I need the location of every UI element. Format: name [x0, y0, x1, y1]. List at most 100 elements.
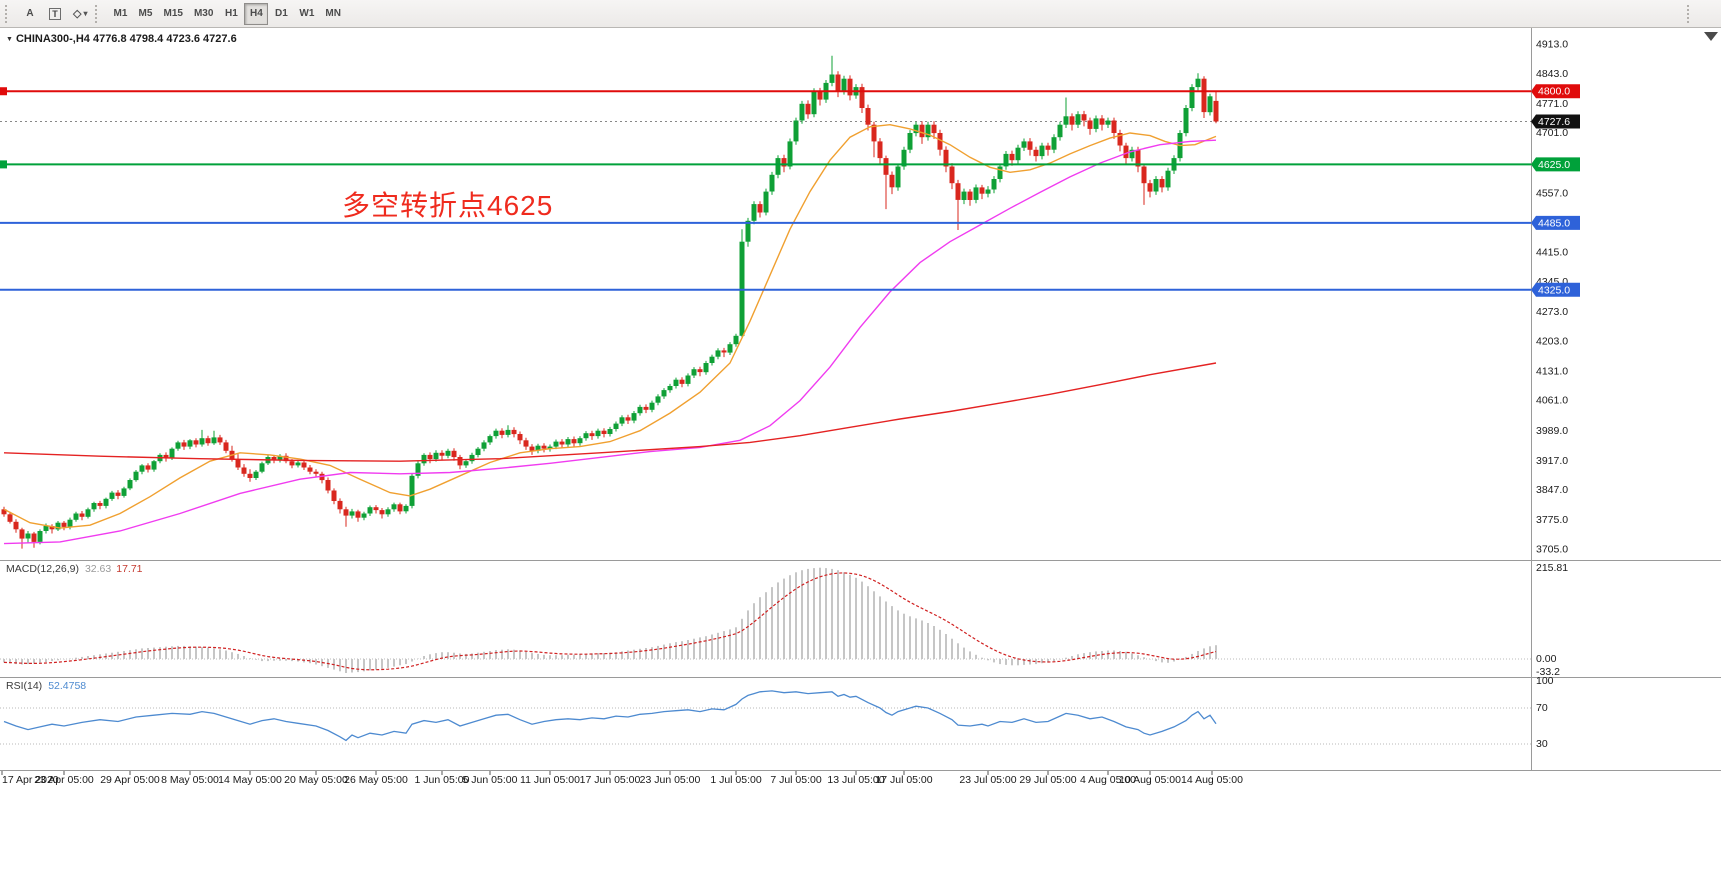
- rsi-axis-label: 30: [1536, 738, 1548, 750]
- candle-body: [1207, 96, 1213, 113]
- candle-body: [931, 124, 937, 134]
- candle-body: [901, 149, 907, 167]
- candle-body: [991, 179, 997, 190]
- price-axis-label: 3705.0: [1536, 544, 1568, 556]
- rsi-pane[interactable]: 100 70 30: [0, 675, 1554, 750]
- candle-body: [649, 402, 655, 410]
- candle-body: [493, 430, 499, 437]
- candle-body: [367, 507, 373, 514]
- text-label-icon: T: [49, 7, 61, 20]
- candle-body: [481, 442, 487, 449]
- font-tool-button[interactable]: A: [18, 3, 42, 25]
- candle-body: [139, 465, 145, 472]
- timeframe-d1-button[interactable]: D1: [269, 3, 293, 25]
- candle-body: [457, 457, 463, 466]
- candle-body: [169, 448, 175, 459]
- price-axis-label: 4415.0: [1536, 247, 1568, 259]
- candle-body: [505, 429, 511, 435]
- candle-body: [151, 461, 157, 470]
- hline-left-marker: [0, 160, 7, 169]
- candle-body: [1, 509, 7, 515]
- candle-body: [313, 471, 319, 474]
- candle-body: [793, 120, 799, 142]
- price-axis[interactable]: 4913.04843.04771.04701.04631.04557.04485…: [1531, 39, 1580, 556]
- candle-body: [523, 440, 529, 447]
- price-badge: [1531, 84, 1580, 99]
- candle-body: [547, 446, 553, 449]
- price-axis-label: 4131.0: [1536, 365, 1568, 377]
- price-axis-label: 4701.0: [1536, 127, 1568, 139]
- price-badge: [1531, 114, 1580, 129]
- time-axis-label: 23 Jul 05:00: [959, 774, 1016, 786]
- candle-body: [187, 440, 193, 447]
- timeframe-h4-button[interactable]: H4: [244, 2, 269, 25]
- candle-body: [541, 445, 547, 449]
- candle-body: [529, 446, 535, 451]
- symbol-title: ▼ CHINA300-,H4 4776.8 4798.4 4723.6 4727.…: [6, 33, 237, 45]
- candle-body: [241, 467, 247, 474]
- timeframe-h1-button[interactable]: H1: [219, 3, 243, 25]
- candle-body: [883, 158, 889, 175]
- timeframe-m5-button[interactable]: M5: [133, 3, 157, 25]
- candle-body: [283, 455, 289, 462]
- time-axis-label: 29 Jul 05:00: [1019, 774, 1076, 786]
- candle-body: [1075, 114, 1081, 125]
- candle-body: [571, 439, 577, 444]
- candle-body: [445, 450, 451, 456]
- candle-body: [463, 461, 469, 466]
- price-badge-label: 4800.0: [1538, 86, 1570, 98]
- toolbar-overflow-button[interactable]: [1700, 3, 1718, 25]
- time-axis-label: 5 Jun 05:00: [463, 774, 518, 786]
- candle-body: [1063, 116, 1069, 125]
- hline-left-marker: [0, 87, 7, 96]
- candle-body: [223, 442, 229, 451]
- candle-body: [913, 124, 919, 134]
- text-label-tool-button[interactable]: T: [43, 3, 67, 25]
- candle-body: [1069, 116, 1075, 125]
- time-axis-label: 17 Jun 05:00: [580, 774, 641, 786]
- timeframe-m15-button[interactable]: M15: [158, 3, 187, 25]
- candle-body: [385, 509, 391, 515]
- time-axis-label: 23 Jun 05:00: [640, 774, 701, 786]
- timeframe-mn-button[interactable]: MN: [320, 3, 346, 25]
- time-axis-label: 7 Jul 05:00: [770, 774, 822, 786]
- toolbar-grip[interactable]: [5, 4, 12, 23]
- candle-body: [973, 187, 979, 200]
- candle-body: [601, 430, 607, 434]
- candle-body: [109, 492, 115, 499]
- price-axis-label: 4203.0: [1536, 335, 1568, 347]
- macd-axis-label: 0.00: [1536, 653, 1557, 665]
- timeframe-m30-button[interactable]: M30: [189, 3, 218, 25]
- candle-body: [127, 480, 133, 489]
- price-axis-label: 3775.0: [1536, 514, 1568, 526]
- ma-mid-magenta-line: [3, 139, 1217, 545]
- candle-body: [685, 375, 691, 384]
- candle-body: [625, 417, 631, 421]
- shapes-tool-button[interactable]: ◇ ▾: [68, 3, 92, 25]
- chart-annotation[interactable]: 多空转折点4625: [342, 190, 554, 221]
- candle-body: [31, 533, 37, 542]
- rsi-axis-label: 70: [1536, 702, 1548, 714]
- candle-body: [565, 439, 571, 445]
- timeframe-w1-button[interactable]: W1: [294, 3, 319, 25]
- candle-body: [1015, 147, 1021, 161]
- candle-body: [715, 350, 721, 357]
- candle-body: [895, 166, 901, 188]
- toolbar-grip-2[interactable]: [95, 4, 102, 23]
- candle-body: [1057, 124, 1063, 138]
- price-badge-label: 4727.6: [1538, 116, 1570, 128]
- candle-body: [775, 158, 781, 175]
- candle-body: [661, 390, 667, 397]
- chart-shift-marker-icon[interactable]: [1704, 32, 1718, 41]
- timeframe-m1-button[interactable]: M1: [108, 3, 132, 25]
- candle-body: [379, 510, 385, 515]
- candle-body: [67, 519, 73, 527]
- candle-body: [343, 509, 349, 516]
- candle-body: [373, 507, 379, 511]
- macd-pane[interactable]: 215.81 0.00-33.2: [0, 562, 1568, 678]
- price-pane[interactable]: [0, 55, 1531, 549]
- toolbar-grip-right[interactable]: [1687, 4, 1694, 23]
- candle-body: [781, 158, 787, 167]
